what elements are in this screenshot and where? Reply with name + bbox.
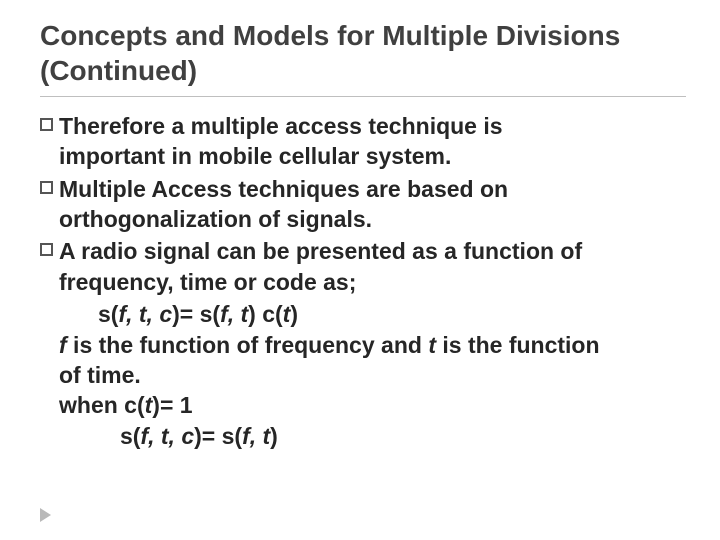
text-run: is the function [436,332,600,358]
title-line-2: (Continued) [40,55,197,86]
play-arrow-icon [40,508,51,522]
square-bullet-icon [40,118,53,131]
square-bullet-icon [40,243,53,256]
text-run: )= s( [194,423,242,449]
text-italic: f, t, c [140,423,194,449]
text-italic: f, t [242,423,270,449]
bullet-text: A radio signal can be presented as a fun… [59,236,686,297]
text-run: of time. [59,362,141,388]
text-run: orthogonalization of signals. [59,204,686,234]
description-line: of time. [59,360,686,390]
text-run: s( [98,301,118,327]
text-run: A radio signal can be presented as a fun… [59,238,582,264]
text-run: is the function of frequency and [67,332,429,358]
description-line: f is the function of frequency and t is … [59,330,686,360]
text-run: ) c( [248,301,283,327]
text-italic: f, t, c [118,301,172,327]
text-run: s( [120,423,140,449]
bullet-text: Multiple Access techniques are based on … [59,174,686,235]
condition-line: when c(t)= 1 [59,390,686,420]
equation-line: s(f, t, c)= s(f, t) c(t) [98,299,686,329]
text-run: ) [270,423,278,449]
text-run: important in mobile cellular system. [59,141,686,171]
text-run: Multiple Access techniques are based on [59,176,508,202]
text-run: frequency, time or code as; [59,267,686,297]
slide-body: Therefore a multiple access technique is… [40,111,686,451]
text-run: )= 1 [152,392,192,418]
text-italic: f [59,332,67,358]
slide: Concepts and Models for Multiple Divisio… [0,0,720,540]
text-run: Therefore a multiple access technique is [59,113,503,139]
title-line-1: Concepts and Models for Multiple Divisio… [40,20,620,51]
text-run: ) [290,301,298,327]
slide-title: Concepts and Models for Multiple Divisio… [40,18,686,97]
bullet-item: Multiple Access techniques are based on … [40,174,686,235]
square-bullet-icon [40,181,53,194]
bullet-item: A radio signal can be presented as a fun… [40,236,686,297]
equation-line: s(f, t, c)= s(f, t) [120,421,686,451]
bullet-item: Therefore a multiple access technique is… [40,111,686,172]
text-run: when c( [59,392,145,418]
text-italic: t [428,332,436,358]
text-italic: f, t [220,301,248,327]
text-run: )= s( [172,301,220,327]
bullet-text: Therefore a multiple access technique is… [59,111,686,172]
